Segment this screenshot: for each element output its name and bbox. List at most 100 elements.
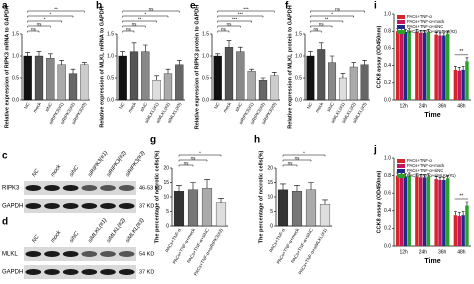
x-tick-label: 48h	[457, 249, 466, 255]
y-tick-label: 10	[163, 194, 169, 200]
x-tick-label: siNC	[44, 101, 54, 113]
blot-band	[118, 185, 135, 191]
bar	[215, 202, 227, 227]
y-tick-label: 0.0	[12, 97, 19, 103]
bar	[270, 75, 279, 101]
legend-swatch	[397, 15, 405, 19]
significance-bracket	[217, 15, 264, 18]
significance-label: *	[199, 150, 201, 155]
significance-bracket	[27, 15, 74, 18]
legend-label: PACs+TNF-α+siRIPK3(#2)	[407, 29, 457, 34]
significance-label: *	[303, 150, 305, 155]
significance-bracket	[122, 15, 169, 18]
y-tick-label: 5	[270, 209, 273, 215]
bar	[465, 205, 469, 246]
bar	[118, 55, 127, 101]
panel-label: g	[150, 135, 156, 146]
y-tick-label: 15	[163, 180, 169, 186]
bar	[419, 177, 423, 246]
protein-label: GAPDH	[2, 270, 23, 276]
bar	[277, 189, 289, 227]
x-tick-label: siNC	[326, 101, 336, 113]
y-axis-label: CCK8 assay (OD450nm)	[376, 171, 382, 234]
legend-swatch	[397, 159, 405, 163]
panel-label: j	[373, 145, 377, 156]
significance-label: ns	[313, 26, 319, 31]
blot-band	[118, 203, 135, 209]
bar	[415, 176, 419, 246]
y-tick-label: 1.5	[107, 31, 114, 37]
significance-label: ns	[221, 26, 227, 31]
blot-band	[62, 251, 79, 257]
bar	[360, 64, 369, 101]
error-bar	[465, 201, 469, 206]
blot-band	[100, 269, 116, 275]
blot-band	[100, 251, 116, 257]
bar	[236, 51, 245, 101]
error-bar	[218, 198, 224, 203]
error-bar	[423, 174, 426, 178]
bar	[175, 64, 184, 101]
error-bar	[457, 67, 461, 71]
y-tick-label: 1.0	[384, 11, 391, 17]
y-axis-label: Relative expression of MLKL protein to G…	[287, 5, 293, 128]
y-tick-label: 0.5	[202, 75, 209, 81]
bar	[141, 51, 150, 101]
error-bar	[142, 44, 148, 52]
legend-swatch	[397, 25, 405, 29]
legend-swatch	[397, 169, 405, 173]
legend-label: PACs+TNF-α+mock	[407, 163, 445, 168]
error-bar	[47, 53, 53, 59]
significance-bracket	[178, 159, 208, 162]
panel-label: h	[254, 135, 260, 146]
error-bar	[176, 185, 182, 192]
error-bar	[457, 212, 461, 217]
panel-label: f	[285, 1, 289, 12]
panel-label: c	[2, 151, 8, 162]
significance-bracket	[310, 25, 333, 28]
significance-label: **	[459, 193, 463, 199]
bar	[457, 216, 461, 246]
size-label: 46-53 KD	[139, 185, 162, 191]
legend-label: PACs+TNF-α	[407, 14, 432, 19]
legend-swatch	[397, 20, 405, 24]
significance-bracket	[310, 15, 354, 18]
blot-band	[25, 269, 42, 275]
x-tick-label: 36h	[438, 249, 447, 255]
y-tick-label: 0	[270, 223, 273, 229]
significance-label: **	[325, 16, 329, 21]
error-bar	[36, 51, 42, 56]
error-bar	[404, 29, 407, 33]
blot-band	[81, 203, 98, 209]
blot-strip	[24, 265, 136, 279]
bar	[438, 180, 442, 246]
y-tick-label: 0.5	[295, 75, 302, 81]
error-bar	[318, 42, 324, 50]
blot-band	[118, 251, 135, 257]
y-tick-label: 0.8	[384, 173, 391, 179]
panel-label: a	[2, 1, 8, 12]
significance-bracket	[217, 30, 230, 33]
bar	[317, 49, 326, 101]
panel-label: i	[374, 1, 377, 12]
error-bar	[280, 183, 286, 190]
x-tick-label: 12h	[399, 249, 408, 255]
x-tick-label: 36h	[438, 103, 447, 109]
y-tick-label: 20	[267, 165, 273, 171]
y-tick-label: 0.5	[107, 75, 114, 81]
y-tick-label: 1.5	[12, 31, 19, 37]
y-tick-label: 0.8	[384, 29, 391, 35]
error-bar	[70, 68, 76, 74]
significance-bracket	[122, 30, 135, 33]
error-bar	[404, 173, 407, 177]
error-bar	[442, 177, 446, 180]
significance-bracket	[217, 25, 241, 28]
x-tick-label: PACs+TNF-α+siRIPK3(#2)	[193, 227, 224, 276]
legend-label: PACs+TNF-α+siNC	[407, 168, 443, 173]
error-bar	[322, 199, 328, 205]
bar	[442, 35, 446, 100]
blot-strip	[24, 199, 136, 213]
error-bar	[465, 57, 469, 62]
bar	[419, 32, 423, 100]
error-bar	[442, 32, 446, 36]
